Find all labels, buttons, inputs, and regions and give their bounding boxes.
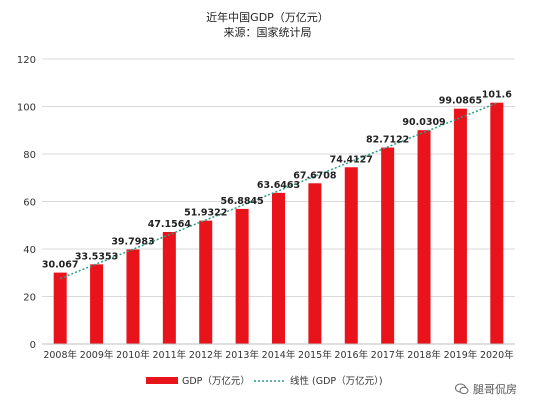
data-label: 82.7122: [366, 135, 409, 146]
bar: [344, 167, 358, 344]
chart-title: 近年中国GDP（万亿元）: [206, 11, 329, 24]
data-label: 39.7983: [111, 236, 154, 247]
x-tick-label: 2016年: [334, 349, 368, 361]
x-tick-label: 2012年: [189, 349, 223, 361]
chart-subtitle: 来源：国家统计局: [223, 26, 312, 39]
y-tick-label: 100: [17, 103, 36, 114]
bar: [308, 183, 322, 344]
data-label: 63.6463: [257, 180, 300, 191]
data-label: 47.1564: [148, 219, 192, 230]
bar: [490, 102, 504, 344]
y-tick-label: 60: [23, 198, 36, 209]
y-tick-label: 0: [30, 340, 36, 351]
y-tick-label: 20: [23, 293, 36, 304]
x-tick-label: 2011年: [153, 349, 187, 361]
bar: [272, 192, 285, 344]
data-label: 74.4127: [330, 154, 373, 165]
bar: [90, 264, 104, 344]
y-tick-label: 120: [17, 55, 36, 66]
x-tick-label: 2010年: [116, 349, 150, 361]
bar: [162, 232, 176, 344]
data-label: 56.8845: [220, 196, 263, 207]
x-tick-label: 2015年: [298, 349, 332, 361]
y-tick-label: 40: [23, 245, 36, 256]
x-tick-label: 2008年: [43, 349, 77, 361]
trendline: [59, 102, 498, 280]
data-label: 30.067: [42, 260, 79, 271]
bar: [235, 208, 249, 344]
legend-swatch-gdp: [146, 377, 178, 384]
data-label: 33.5353: [75, 251, 118, 262]
x-tick-label: 2017年: [371, 349, 405, 361]
watermark-text: 腿哥侃房: [473, 383, 517, 396]
x-tick-label: 2013年: [225, 349, 259, 361]
watermark: 腿哥侃房: [455, 381, 517, 397]
data-label: 90.0309: [402, 117, 445, 128]
x-tick-label: 2018年: [407, 349, 441, 361]
data-label: 67.6708: [293, 170, 337, 181]
x-tick-label: 2014年: [262, 349, 296, 361]
y-tick-label: 80: [23, 150, 36, 161]
x-tick-label: 2009年: [80, 349, 114, 361]
x-tick-label: 2020年: [480, 349, 514, 361]
bar: [417, 130, 431, 344]
data-label: 99.0865: [439, 96, 482, 107]
bar: [453, 108, 467, 345]
bar: [53, 272, 67, 344]
bar: [126, 249, 140, 344]
legend-label-gdp: GDP（万亿元）: [182, 375, 250, 387]
legend-label-trendline: 线性 (GDP（万亿元）): [290, 375, 383, 387]
wechat-icon: [455, 383, 469, 395]
x-tick-label: 2019年: [444, 349, 478, 361]
bar: [199, 220, 213, 344]
bar: [381, 147, 395, 344]
data-label: 101.6: [482, 90, 512, 101]
data-label: 51.9322: [184, 208, 227, 219]
